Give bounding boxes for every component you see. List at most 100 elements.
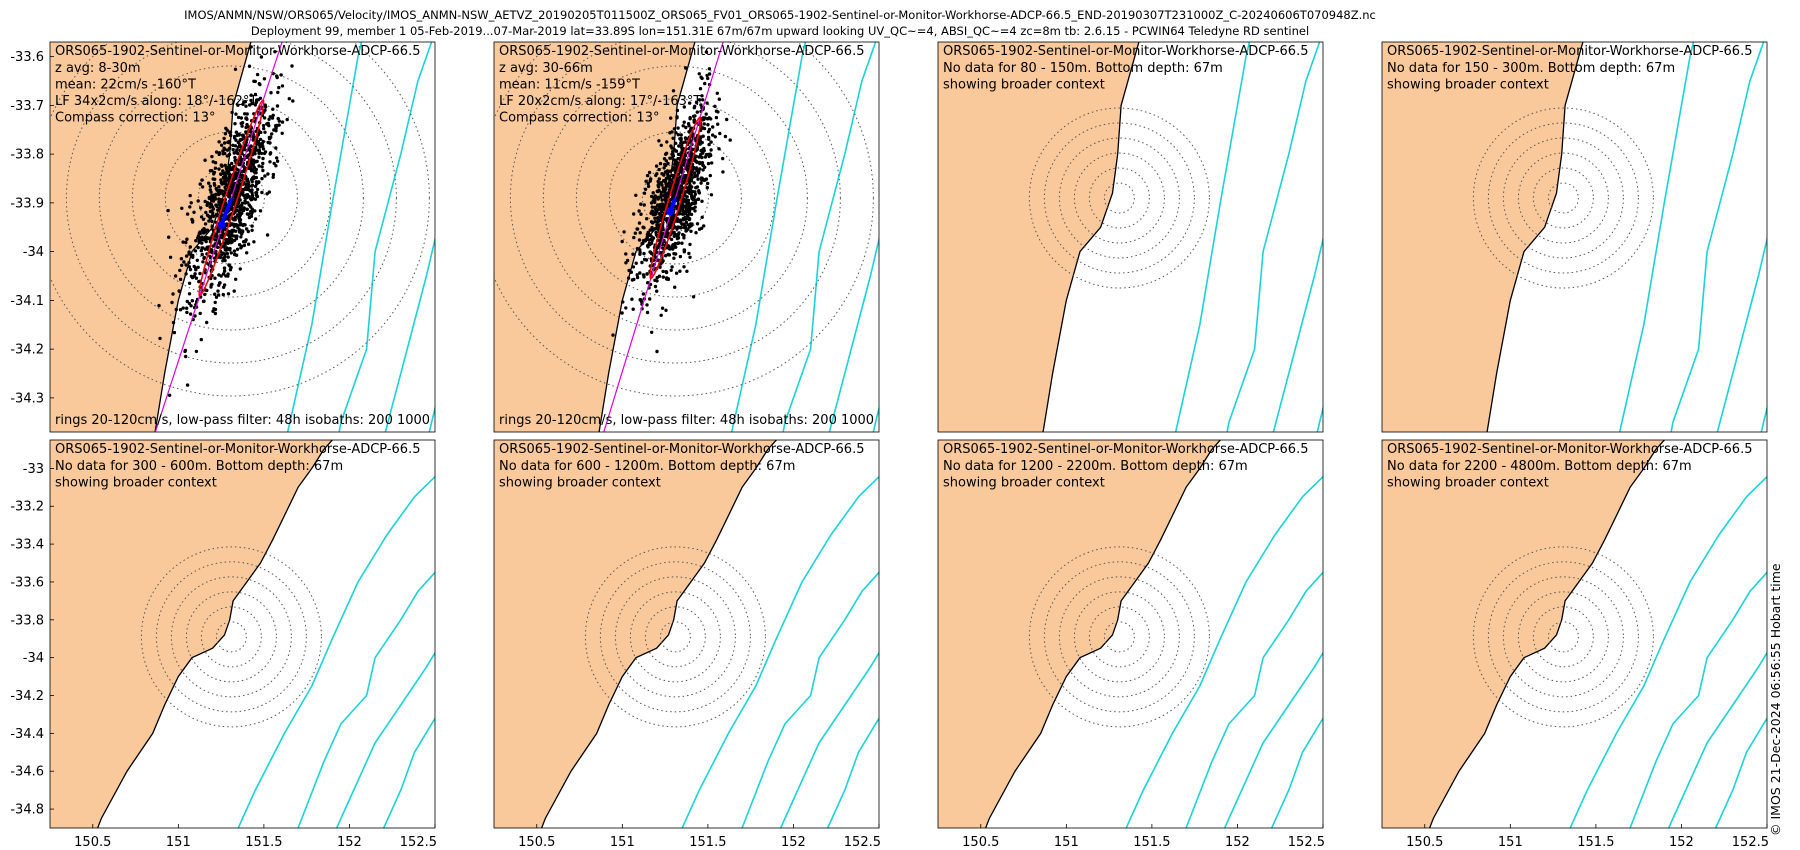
scatter-point (721, 170, 725, 174)
scatter-point (657, 206, 661, 211)
scatter-point (170, 300, 174, 305)
scatter-point (659, 143, 663, 147)
scatter-point (232, 151, 236, 155)
x-tick-label: 152 (1225, 835, 1250, 850)
scatter-point (185, 212, 190, 216)
scatter-point (642, 251, 646, 256)
scatter-point (267, 135, 272, 140)
scatter-point (670, 265, 674, 269)
scatter-point (261, 168, 265, 173)
coastline (1428, 440, 1666, 828)
scatter-point (631, 307, 635, 311)
scatter-point (677, 225, 681, 229)
scatter-point (271, 175, 275, 179)
scatter-point (635, 275, 640, 280)
isobath-1000m (1226, 42, 1321, 432)
scatter-point (695, 222, 700, 226)
scatter-point (210, 154, 214, 159)
scatter-point (630, 278, 635, 282)
scatter-point (237, 162, 241, 167)
scatter-point (689, 156, 693, 160)
scatter-point (225, 154, 229, 158)
scatter-point (713, 135, 717, 139)
y-tick-label: -34.6 (10, 765, 44, 780)
scatter-point (711, 125, 715, 129)
scatter-point (682, 120, 686, 124)
scatter-point (662, 179, 666, 183)
scatter-point (642, 203, 646, 207)
scatter-point (167, 235, 171, 239)
scatter-point (663, 197, 668, 202)
scatter-point (661, 269, 665, 274)
scatter-point (213, 194, 217, 199)
isobath-2000m (1716, 235, 1767, 432)
isobath-200m (730, 42, 807, 432)
scatter-point (200, 246, 204, 250)
scatter-point (236, 103, 240, 107)
scatter-point (263, 130, 267, 134)
scatter-point (638, 271, 642, 275)
scatter-point (704, 177, 709, 181)
scatter-point (241, 133, 245, 137)
speed-ring (185, 591, 277, 683)
isobath-2000m (1667, 651, 1767, 828)
scatter-point (269, 91, 273, 95)
scatter-point (255, 187, 260, 192)
scatter-point (194, 276, 199, 280)
y-tick-label: -33.7 (10, 99, 44, 114)
speed-ring (629, 591, 721, 683)
scatter-point (245, 177, 250, 181)
panel-title: ORS065-1902-Sentinel-or-Monitor-Workhors… (55, 44, 421, 59)
scatter-point (233, 252, 237, 257)
panel-title: ORS065-1902-Sentinel-or-Monitor-Workhors… (499, 44, 865, 59)
scatter-point (263, 174, 267, 178)
scatter-point (223, 254, 227, 259)
scatter-point (698, 87, 703, 91)
scatter-point (216, 208, 220, 212)
scatter-point (213, 292, 217, 296)
y-tick-label: -33.9 (10, 196, 44, 211)
scatter-point (693, 205, 697, 209)
scatter-point (217, 185, 221, 189)
scatter-point (646, 230, 650, 235)
scatter-point (258, 145, 262, 149)
scatter-point (654, 164, 659, 168)
scatter-point (236, 151, 240, 156)
scatter-point (688, 222, 693, 226)
scatter-point (207, 195, 211, 200)
scatter-point (662, 157, 667, 161)
scatter-point (213, 276, 217, 280)
scatter-point (683, 198, 688, 202)
scatter-point (657, 212, 662, 216)
scatter-point (252, 79, 256, 84)
scatter-point (641, 292, 646, 296)
scatter-point (637, 221, 642, 225)
scatter-point (210, 219, 214, 224)
scatter-point (714, 115, 719, 120)
scatter-point (198, 271, 202, 276)
scatter-point (254, 175, 258, 180)
isobath-4000m (826, 717, 879, 828)
scatter-point (669, 268, 673, 272)
scatter-point (624, 306, 628, 310)
scatter-point (181, 306, 185, 310)
scatter-point (631, 252, 635, 256)
scatter-point (196, 245, 200, 250)
scatter-point (665, 194, 669, 198)
scatter-point (202, 299, 206, 303)
scatter-point (658, 161, 663, 166)
scatter-point (245, 117, 249, 122)
scatter-point (634, 193, 638, 197)
scatter-point (185, 299, 189, 304)
scatter-point (238, 204, 243, 208)
scatter-point (231, 228, 236, 232)
isobath-200m (286, 42, 363, 432)
scatter-point (280, 84, 285, 88)
scatter-point (215, 204, 219, 209)
isobath-1000m (338, 42, 433, 432)
isobath-4000m (872, 405, 879, 432)
scatter-point (212, 170, 217, 175)
scatter-point (705, 73, 709, 78)
scatter-point (663, 152, 668, 156)
scatter-point (221, 292, 225, 297)
